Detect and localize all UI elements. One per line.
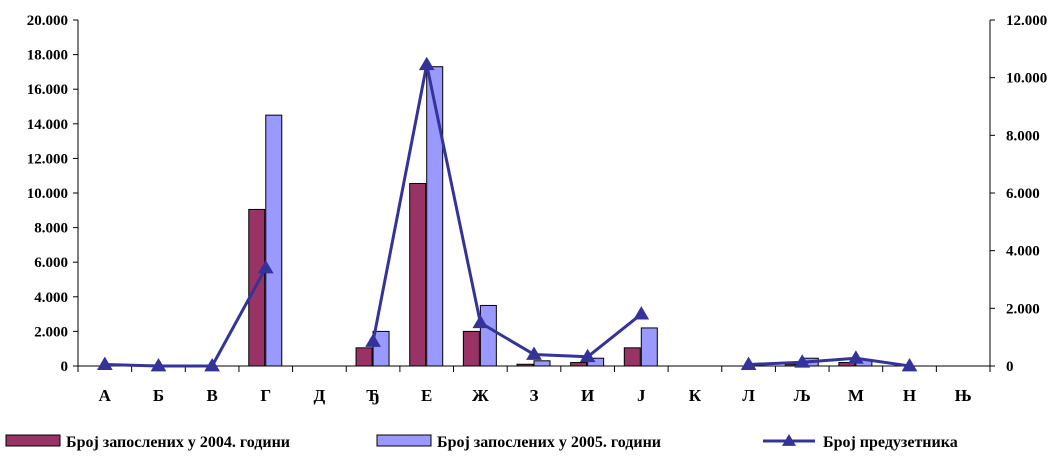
bar-2005	[479, 304, 497, 367]
legend-item-entrepreneurs: Број предузетника	[763, 434, 958, 451]
bar-2004	[409, 182, 427, 367]
left-tick-label: 18.000	[27, 48, 68, 64]
right-tick-label: 2.000	[1006, 301, 1040, 317]
bar-2004	[570, 362, 588, 367]
x-tick-label: Г	[260, 386, 271, 405]
bar-2004	[623, 347, 641, 367]
line-point-marker	[204, 358, 220, 372]
line-point-marker	[848, 350, 864, 364]
x-tick-label: З	[530, 386, 539, 405]
x-tick-label: Н	[903, 386, 916, 405]
legend-label: Број запослених у 2005. години	[437, 434, 661, 451]
left-tick-label: 10.000	[27, 186, 68, 202]
left-tick-label: 2.000	[34, 324, 68, 340]
x-tick-label: А	[99, 386, 112, 405]
left-tick-label: 0	[61, 359, 69, 375]
x-tick-label: Ђ	[366, 386, 380, 405]
x-tick-label: Љ	[794, 386, 811, 405]
x-tick-label: В	[206, 386, 217, 405]
line-series	[96, 56, 918, 372]
legend-swatch-marker	[782, 434, 796, 446]
legend-item-2005: Број запослених у 2005. години	[376, 434, 661, 451]
right-tick-label: 12.000	[1006, 13, 1047, 29]
bar-2004	[248, 208, 266, 367]
x-tick-label: К	[689, 386, 702, 405]
x-tick-label: Њ	[955, 386, 972, 405]
left-tick-label: 8.000	[34, 221, 68, 237]
line-point-marker	[633, 306, 650, 320]
left-axis: 0 2.000 4.000 6.000 8.000 10.000 12.000 14.000 1…	[27, 13, 79, 375]
bar-2004	[838, 362, 856, 367]
bar-2005	[372, 330, 390, 367]
right-tick-label: 8.000	[1006, 128, 1040, 144]
x-tick-label: М	[848, 386, 864, 405]
x-tick-label: Ж	[472, 386, 489, 405]
left-tick-label: 4.000	[34, 290, 68, 306]
right-axis: 0 2.000 4.000 6.000 8.000 10.000 12.000	[989, 13, 1047, 375]
line-point-marker	[579, 348, 596, 363]
left-tick-label: 16.000	[27, 82, 68, 98]
bar-2005	[533, 360, 551, 367]
line-segment	[104, 267, 268, 368]
legend-item-2004: Број запослених у 2004. години	[5, 434, 290, 451]
right-tick-label: 4.000	[1006, 244, 1040, 260]
x-tick-label: И	[581, 386, 594, 405]
bar-2004	[462, 330, 480, 367]
bar-2004	[355, 347, 373, 367]
legend: Број запослених у 2004. години Број запос…	[5, 434, 958, 451]
line-point-marker	[365, 333, 381, 347]
legend-label: Број предузетника	[823, 434, 958, 451]
x-tick-label: Л	[742, 386, 755, 405]
line-point-marker	[526, 346, 542, 360]
right-tick-label: 6.000	[1006, 186, 1040, 202]
x-tick-label: Д	[314, 386, 326, 405]
line-point-marker	[418, 56, 435, 71]
legend-label: Број запослених у 2004. години	[66, 434, 290, 451]
line-point-marker	[150, 358, 167, 372]
x-tick-label: Е	[421, 386, 432, 405]
line-segment	[371, 63, 643, 359]
line-point-marker	[794, 354, 811, 368]
line-point-marker	[472, 314, 489, 329]
line-point-marker	[96, 356, 113, 370]
legend-swatch	[376, 434, 432, 447]
left-tick-label: 12.000	[27, 151, 68, 167]
left-tick-label: 20.000	[27, 13, 68, 29]
line-point-marker	[257, 259, 274, 274]
bar-2005	[265, 114, 283, 367]
x-tick-label: Ј	[637, 386, 646, 405]
bar-2005	[640, 327, 658, 367]
line-point-marker	[740, 356, 757, 370]
left-tick-label: 14.000	[27, 117, 68, 133]
right-tick-label: 10.000	[1006, 71, 1047, 87]
line-point-marker	[901, 358, 918, 372]
bar-2005	[426, 66, 444, 367]
bars	[248, 66, 873, 367]
left-tick-label: 6.000	[34, 255, 68, 271]
bar-2004	[516, 363, 534, 367]
line-segment	[748, 356, 910, 368]
right-tick-label: 0	[1006, 359, 1014, 375]
legend-swatch	[5, 434, 61, 447]
x-tick-label: Б	[153, 386, 164, 405]
